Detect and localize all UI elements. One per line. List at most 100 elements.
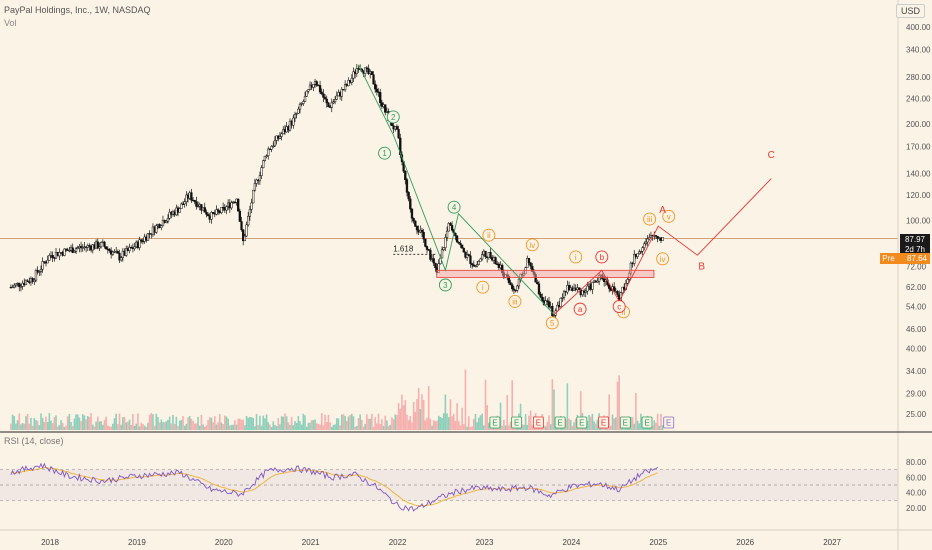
volume-bar	[224, 415, 226, 430]
year-tick-label: 2020	[215, 538, 233, 547]
candle-body	[14, 283, 18, 286]
volume-bar	[275, 426, 278, 430]
candle-body	[638, 251, 641, 254]
candle-body	[517, 278, 521, 287]
volume-bar	[359, 414, 361, 430]
candle-body	[118, 253, 121, 261]
volume-bar	[484, 379, 487, 430]
price-tick-label: 40.00	[906, 344, 927, 353]
candle-body	[404, 170, 407, 180]
premarket-value: 87.64	[906, 254, 927, 263]
candle-body	[88, 245, 91, 247]
volume-bar	[235, 424, 238, 430]
volume-bar	[157, 417, 159, 430]
volume-bar	[155, 413, 158, 430]
volume-bar	[631, 417, 634, 430]
volume-bar	[10, 423, 12, 430]
volume-bar	[95, 421, 97, 430]
candle-body	[375, 88, 379, 93]
candle-body	[128, 247, 131, 251]
volume-bar	[280, 416, 283, 430]
volume-bar	[61, 422, 64, 430]
candle-body	[459, 242, 462, 246]
volume-bar	[173, 423, 176, 430]
volume-bar	[486, 405, 488, 430]
volume-bar	[46, 421, 49, 430]
candle-body	[432, 258, 435, 264]
candle-body	[58, 252, 61, 257]
volume-bar	[147, 422, 149, 430]
volume-bar	[337, 418, 340, 430]
candle-body	[195, 201, 198, 207]
volume-bar	[177, 426, 179, 430]
earnings-marker: E	[576, 416, 588, 429]
volume-bar	[351, 413, 353, 430]
volume-bar	[142, 423, 144, 430]
volume-bar	[320, 413, 323, 430]
candle-body	[429, 249, 432, 260]
rsi-legend: RSI (14, close)	[4, 436, 64, 446]
candle-body	[146, 233, 150, 241]
candle-body	[205, 211, 208, 215]
volume-bar	[640, 413, 642, 430]
candle-body	[462, 248, 465, 253]
volume-bar	[48, 413, 51, 430]
candle-body	[38, 271, 41, 273]
volume-bar	[354, 426, 356, 430]
price-tick-label: 46.00	[906, 325, 927, 334]
volume-bar	[504, 425, 507, 430]
volume-bar	[80, 421, 82, 430]
currency-button[interactable]: USD	[895, 4, 925, 18]
volume-bar	[117, 424, 119, 430]
candle-body	[99, 241, 103, 248]
candle-body	[643, 243, 646, 248]
volume-bar	[198, 425, 201, 430]
volume-bar	[426, 417, 428, 430]
volume-bar	[608, 394, 610, 430]
volume-bar	[342, 414, 345, 430]
wave-label-circle	[595, 250, 609, 264]
candle-body	[24, 280, 28, 285]
volume-bar	[459, 425, 462, 430]
volume-bar	[15, 423, 17, 430]
candle-body	[454, 232, 457, 237]
candle-body	[489, 252, 492, 258]
volume-bar	[234, 420, 236, 430]
volume-bar	[451, 416, 453, 430]
candle-body	[305, 90, 308, 97]
wave-label: i	[569, 250, 583, 264]
volume-bar	[269, 424, 271, 430]
candle-body	[71, 247, 74, 253]
volume-bar	[330, 426, 333, 430]
volume-bar	[437, 415, 440, 430]
candle-body	[479, 258, 482, 262]
candle-body	[180, 203, 183, 209]
volume-bar	[175, 416, 178, 430]
volume-bar	[416, 399, 418, 430]
volume-bar	[300, 424, 303, 430]
symbol-title: PayPal Holdings, Inc., 1W, NASDAQ	[4, 5, 151, 15]
volume-bar	[421, 394, 423, 430]
candle-body	[225, 206, 228, 211]
volume-bar	[610, 425, 612, 430]
wave-label-circle	[656, 252, 670, 266]
volume-bar	[217, 422, 219, 430]
volume-bar	[185, 423, 188, 430]
volume-bar	[264, 418, 266, 430]
candle-body	[526, 257, 529, 268]
candle-body	[103, 241, 106, 247]
earnings-label: E	[557, 419, 562, 428]
earnings-label: E	[644, 419, 649, 428]
wave-label: iii	[508, 294, 522, 308]
volume-bar	[404, 400, 407, 430]
volume-bar	[611, 414, 614, 430]
candle-body	[161, 220, 165, 227]
earnings-marker: E	[511, 416, 523, 429]
volume-bar	[192, 420, 194, 430]
earnings-box	[598, 416, 609, 429]
wave-label-text: 2	[391, 113, 396, 122]
candle-body	[300, 103, 303, 105]
price-tick-label: 280.00	[906, 73, 931, 82]
candle-body	[340, 89, 343, 97]
